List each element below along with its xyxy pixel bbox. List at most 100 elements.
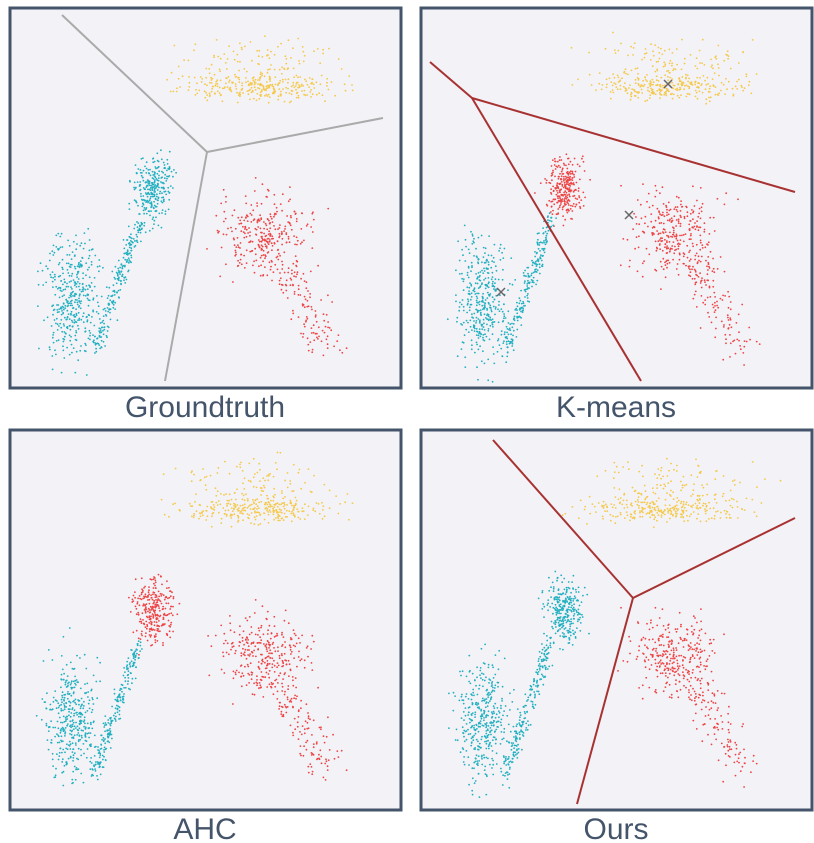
point (287, 267, 290, 270)
point (150, 195, 152, 198)
point (516, 328, 519, 331)
point (274, 462, 277, 464)
point (240, 216, 243, 219)
point (46, 316, 49, 319)
point (718, 74, 720, 77)
point (696, 199, 698, 202)
point (566, 187, 569, 190)
point (114, 718, 117, 721)
point (297, 637, 300, 640)
point (520, 324, 523, 326)
point (262, 696, 265, 698)
point (106, 740, 109, 743)
point (121, 267, 124, 270)
point (133, 661, 136, 664)
point (299, 294, 302, 296)
point (39, 262, 42, 265)
point (292, 81, 295, 84)
point (273, 53, 276, 56)
point (262, 274, 264, 277)
point (240, 652, 243, 655)
point (129, 688, 132, 691)
point (175, 90, 178, 93)
point (273, 503, 276, 506)
point (716, 304, 718, 307)
point (283, 619, 286, 622)
point (79, 264, 82, 267)
point (69, 683, 72, 686)
point (68, 281, 71, 283)
point (476, 330, 478, 333)
point (114, 720, 117, 722)
point (250, 673, 253, 676)
point (199, 515, 202, 518)
point (294, 85, 297, 87)
point (35, 714, 38, 717)
point (74, 254, 76, 257)
point (117, 267, 120, 270)
point (154, 641, 157, 644)
point (467, 298, 469, 301)
point (86, 320, 89, 323)
point (729, 318, 732, 321)
point (156, 152, 159, 155)
point (293, 76, 295, 79)
point (123, 252, 126, 255)
point (650, 213, 653, 216)
point (681, 81, 683, 84)
point (492, 325, 494, 328)
point (276, 698, 279, 700)
point (690, 233, 692, 235)
point (75, 703, 78, 706)
point (68, 245, 71, 247)
point (486, 297, 489, 299)
point (119, 687, 122, 690)
point (482, 334, 485, 336)
point (272, 271, 275, 274)
point (147, 201, 149, 204)
point (111, 270, 114, 273)
point (284, 609, 287, 612)
point (157, 573, 160, 576)
point (263, 238, 266, 241)
point (236, 514, 239, 517)
point (244, 225, 247, 228)
point (225, 513, 228, 516)
point (153, 576, 155, 578)
point (258, 511, 261, 514)
point (268, 662, 271, 665)
point (75, 350, 78, 353)
point (689, 220, 691, 222)
point (79, 657, 81, 659)
point (659, 213, 661, 216)
point (283, 271, 286, 274)
point (679, 210, 682, 212)
point (265, 667, 268, 669)
point (260, 500, 263, 503)
point (75, 312, 78, 315)
point (660, 265, 663, 268)
point (126, 683, 129, 685)
point (278, 283, 281, 286)
point (60, 319, 63, 321)
point (266, 49, 269, 51)
point (296, 725, 299, 728)
point (139, 597, 142, 600)
point (506, 328, 509, 330)
point (163, 624, 165, 626)
point (287, 67, 289, 70)
point (669, 247, 672, 250)
point (351, 89, 354, 92)
point (667, 259, 670, 262)
point (708, 265, 710, 268)
point (154, 613, 157, 616)
point (727, 319, 730, 321)
point (62, 283, 64, 286)
point (724, 295, 726, 297)
point (256, 471, 259, 474)
point (567, 163, 570, 166)
point (240, 46, 243, 49)
point (149, 174, 152, 177)
point (273, 635, 276, 638)
point (237, 510, 240, 512)
